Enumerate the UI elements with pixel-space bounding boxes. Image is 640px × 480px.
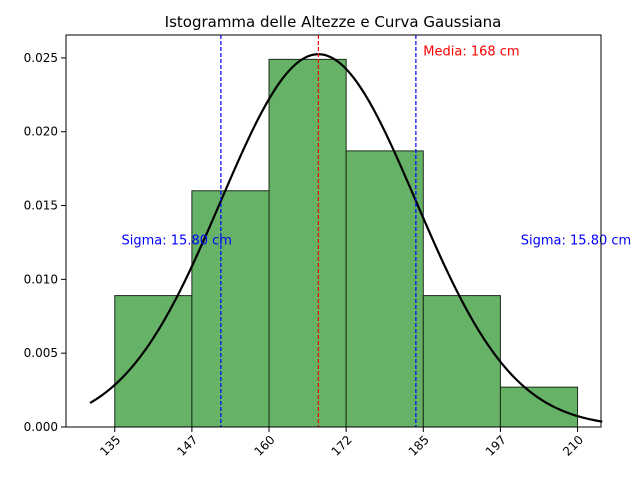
histogram-bar [268,58,347,428]
x-tick-label: 197 [483,433,509,459]
gaussian-curve [89,53,603,423]
chart-title: Istogramma delle Altezze e Curva Gaussia… [165,13,502,31]
x-tick-label: 172 [329,433,355,459]
y-tick-label: 0.020 [24,125,58,139]
y-tick-label: 0.000 [24,420,58,434]
plot-area: Media: 168 cm Sigma: 15.80 cm Sigma: 15.80… [24,34,631,459]
y-tick-label: 0.015 [24,199,58,213]
axes-frame [65,34,602,428]
histogram-bar [422,295,501,428]
sigma-annotation: Sigma: 15.80 cm [521,233,631,248]
y-tick-label: 0.025 [24,51,58,65]
x-tick-label: 147 [174,433,200,459]
x-tick-label: 160 [252,433,278,459]
sigma-annotation: Sigma: 15.80 cm [122,233,232,248]
x-tick-label: 135 [97,433,123,459]
histogram-bar [499,386,579,428]
histogram-bar [114,295,193,428]
histogram-bar [345,150,424,428]
x-tick-label: 210 [560,433,586,459]
mean-annotation: Media: 168 cm [423,45,519,60]
y-tick-label: 0.010 [24,272,58,286]
histogram-bar [191,190,270,428]
y-tick-label: 0.005 [24,346,58,360]
x-tick-label: 185 [406,433,432,459]
